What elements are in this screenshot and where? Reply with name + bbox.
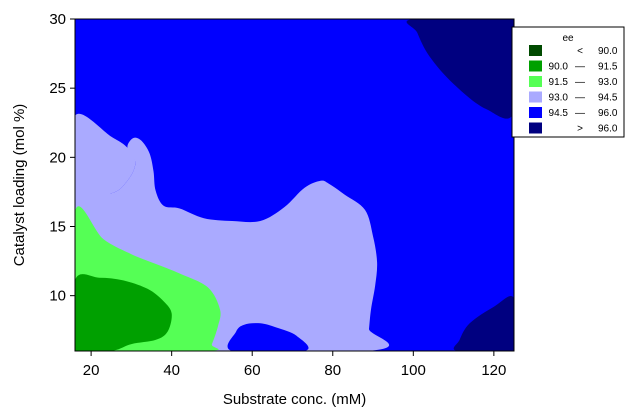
legend-label-sep: — (575, 93, 585, 104)
legend-swatch (529, 76, 542, 87)
contour-region-5 (227, 323, 309, 351)
x-tick-label: 100 (401, 362, 426, 379)
legend-label-low: 94.5 (549, 108, 569, 119)
legend-label-high: 93.0 (598, 77, 618, 88)
legend-swatch (529, 45, 542, 56)
x-axis-ticks: 20 40 60 80 100 120 (83, 351, 506, 379)
legend-label-sep: — (575, 62, 585, 73)
x-tick-label: 80 (324, 362, 341, 379)
x-tick-label: 40 (163, 362, 180, 379)
y-axis-title: Catalyst loading (mol %) (11, 104, 28, 267)
legend-label-low: 91.5 (549, 77, 569, 88)
x-tick-label: 120 (481, 362, 506, 379)
legend-swatch (529, 91, 542, 103)
legend-label-high: 91.5 (598, 62, 618, 73)
legend-label-high: 90.0 (598, 46, 618, 57)
plot-frame (74, 18, 515, 352)
legend-swatch (529, 122, 542, 134)
x-tick-label: 60 (244, 362, 261, 379)
legend-label-low: 93.0 (549, 93, 569, 104)
legend-label-high: 96.0 (598, 124, 618, 135)
legend: ee <90.0 90.0 — 91.5 91.5 — 93.0 93.0 — 94.5 94.5 —… (511, 26, 625, 138)
legend-label-high: 94.5 (598, 93, 618, 104)
y-axis-ticks: 10 15 20 25 30 (49, 11, 75, 305)
contour-region-7 (75, 274, 172, 351)
legend-swatch (529, 107, 542, 118)
legend-label-sep: < (577, 46, 583, 57)
legend-label-low: 90.0 (549, 62, 569, 73)
contour-region-3 (75, 113, 136, 200)
legend-label-sep: > (577, 124, 583, 135)
y-tick-label: 20 (49, 149, 66, 166)
legend-label-high: 96.0 (598, 108, 618, 119)
x-axis-title: Substrate conc. (mM) (223, 391, 366, 408)
contour-region-1 (406, 19, 514, 119)
y-tick-label: 10 (49, 288, 66, 305)
y-tick-label: 25 (49, 80, 66, 97)
legend-label-sep: — (575, 108, 585, 119)
legend-entries: <90.0 90.0 — 91.5 91.5 — 93.0 93.0 — 94.5 94.5 — 96.… (529, 45, 618, 135)
legend-title: ee (562, 33, 574, 44)
contour-region-2 (453, 296, 514, 351)
legend-label-sep: — (575, 77, 585, 88)
contour-regions (75, 19, 514, 351)
legend-swatch (529, 60, 542, 72)
y-tick-label: 30 (49, 11, 66, 28)
x-tick-label: 20 (83, 362, 100, 379)
y-tick-label: 15 (49, 219, 66, 236)
